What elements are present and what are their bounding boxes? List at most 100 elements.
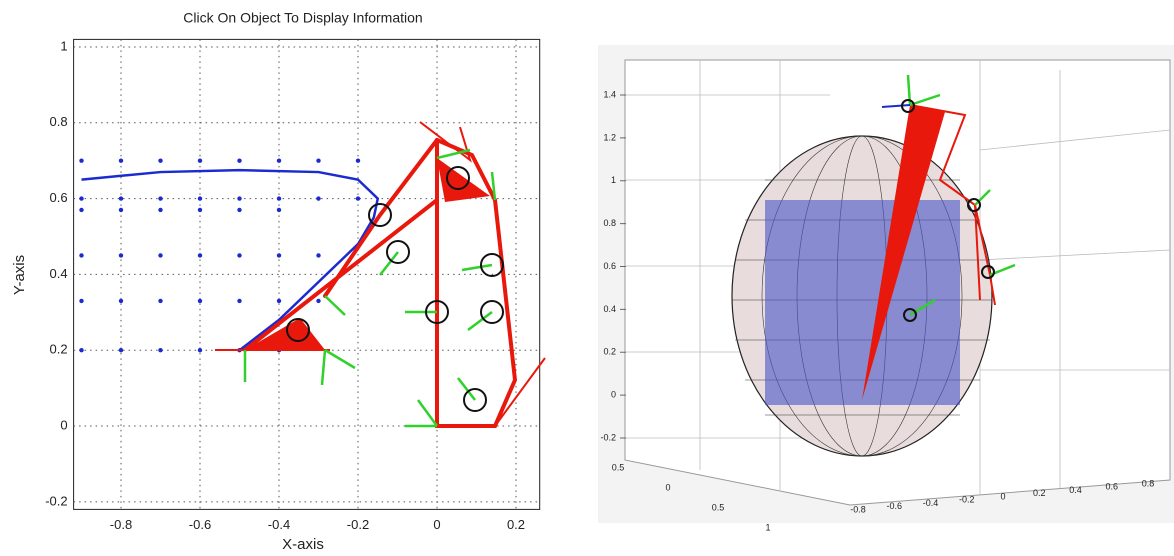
x-tick-label: -0.8	[110, 517, 132, 532]
frame-axis	[461, 263, 493, 272]
x-tick-label: -0.6	[886, 501, 902, 511]
point	[316, 298, 321, 304]
ticks: 1.4 1.2 1 0.8 0.6 0.4 0.2 0 -0.2 -0.8 -0.6 -0.4 -0.2…	[600, 89, 1154, 532]
x-tick-label: -0.8	[850, 504, 866, 514]
point	[316, 158, 321, 163]
point	[158, 196, 163, 201]
point	[355, 196, 361, 201]
x-tick-label: 0.4	[1069, 485, 1082, 495]
target	[425, 300, 449, 324]
x-tick-label: -0.4	[923, 498, 939, 508]
link	[323, 138, 439, 298]
point	[158, 253, 163, 258]
frame-axis	[416, 399, 439, 427]
point	[316, 196, 321, 201]
link-body	[245, 318, 325, 350]
frame-axis	[320, 349, 327, 386]
link	[494, 357, 546, 427]
point	[276, 253, 282, 258]
frames	[881, 74, 1016, 322]
link	[419, 121, 472, 163]
z-tick-label: 0	[611, 390, 616, 400]
cylinder	[765, 200, 960, 405]
target	[368, 203, 392, 227]
x-tick-label: 0.8	[1142, 478, 1155, 488]
y-tick-label: 0.6	[50, 190, 68, 205]
y-tick-label: 0	[60, 417, 67, 432]
point	[158, 158, 163, 163]
target	[463, 388, 487, 412]
point	[237, 158, 242, 163]
point	[316, 253, 321, 258]
ticks: -0.8 -0.6 -0.4 -0.2 0 0.2 -0.2 0 0.2 0.4 0.6 0.8 1	[45, 38, 540, 532]
target	[480, 253, 504, 277]
link	[909, 104, 996, 306]
point	[79, 253, 84, 258]
x-tick-label: 0.2	[507, 517, 525, 532]
point	[276, 207, 282, 213]
y-tick-label: 0.4	[50, 266, 68, 281]
x-tick-label: 0.6	[1105, 482, 1118, 492]
point	[197, 196, 203, 201]
box-grid	[625, 60, 1171, 495]
point	[118, 348, 124, 353]
point	[118, 196, 124, 201]
point	[276, 298, 282, 304]
y-tick-label: 1	[60, 38, 67, 53]
z-tick-label: 0.2	[603, 347, 616, 357]
y-tick-label: 0	[665, 482, 670, 492]
y-tick-label: 0.5	[612, 462, 625, 472]
point	[197, 207, 203, 213]
y-tick-label: 0.2	[50, 342, 68, 357]
target	[480, 300, 504, 324]
point	[197, 298, 203, 304]
point	[118, 158, 124, 163]
frame-axis	[379, 251, 399, 276]
y-tick-label: -0.2	[45, 493, 67, 508]
frames	[243, 148, 497, 428]
frame-axis	[436, 148, 471, 160]
z-tick-label: 0.8	[603, 218, 616, 228]
point	[118, 298, 124, 304]
z-tick-label: -0.2	[600, 432, 616, 442]
point	[158, 348, 163, 353]
scatter-points	[79, 158, 380, 353]
point	[79, 207, 84, 213]
point	[237, 298, 242, 304]
point	[79, 196, 84, 201]
point	[158, 207, 163, 213]
y-axis-label: Y-axis	[11, 255, 28, 295]
point	[158, 298, 163, 304]
x-tick-label: -0.2	[347, 517, 369, 532]
plot-2d: Click On Object To Display Information X…	[11, 10, 546, 553]
x-axis-label: X-axis	[282, 536, 324, 553]
z-tick-label: 0.4	[603, 304, 616, 314]
x-tick-label: -0.2	[959, 495, 975, 505]
point	[237, 207, 242, 213]
link-body	[862, 105, 945, 400]
point	[237, 253, 242, 258]
target	[386, 240, 410, 264]
plot-3d: 1.4 1.2 1 0.8 0.6 0.4 0.2 0 -0.2 -0.8 -0.6 -0.4 -0.2…	[598, 45, 1174, 532]
frame-axis	[324, 295, 346, 316]
y-tick-label: 1	[765, 522, 770, 532]
x-tick-label: 0	[433, 517, 440, 532]
link	[974, 204, 981, 301]
x-tick-label: -0.4	[268, 517, 290, 532]
y-tick-label: 0.5	[712, 502, 725, 512]
chart-title: Click On Object To Display Information	[183, 10, 422, 26]
point	[197, 158, 203, 163]
point	[79, 298, 84, 304]
point	[118, 207, 124, 213]
point	[79, 158, 84, 163]
frame-axis	[467, 311, 493, 331]
target	[446, 166, 470, 190]
targets	[286, 166, 504, 412]
z-tick-label: 1.4	[603, 89, 616, 99]
z-tick-label: 1	[611, 175, 616, 185]
point	[197, 348, 203, 353]
x-tick-label: 0.2	[1033, 488, 1046, 498]
frame-axis	[457, 377, 476, 401]
frame-axis	[490, 171, 497, 201]
